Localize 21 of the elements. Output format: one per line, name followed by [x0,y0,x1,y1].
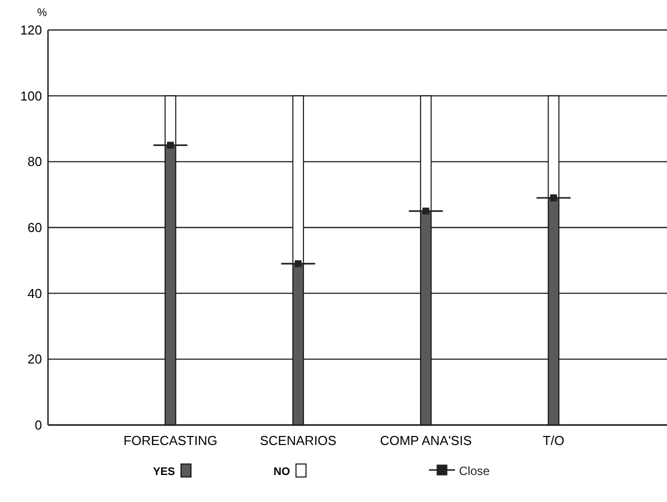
y-tick-label: 0 [34,418,42,433]
legend-label: NO [274,466,290,478]
point [294,260,302,268]
legend-label: YES [152,466,175,478]
y-tick-label: 40 [28,286,42,301]
point [166,142,174,149]
y-tick-label: 60 [28,220,42,236]
point [422,208,430,214]
y-tick-label: 80 [28,154,42,170]
y-tick-label: 100 [20,88,42,104]
x-tick-label: FORECASTING [123,433,218,448]
x-tick-label: T/O [542,433,564,448]
x-tick-label: COMP ANA'SIS [380,433,472,448]
y-tick-label: 120 [20,22,42,38]
bar [420,95,432,212]
text: Close [459,464,490,478]
y-axis-title: % [37,7,48,19]
point [550,194,558,202]
y-tick-label: 20 [28,352,42,367]
x-tick-label: SCENARIOS [260,433,337,448]
bar [420,210,432,426]
